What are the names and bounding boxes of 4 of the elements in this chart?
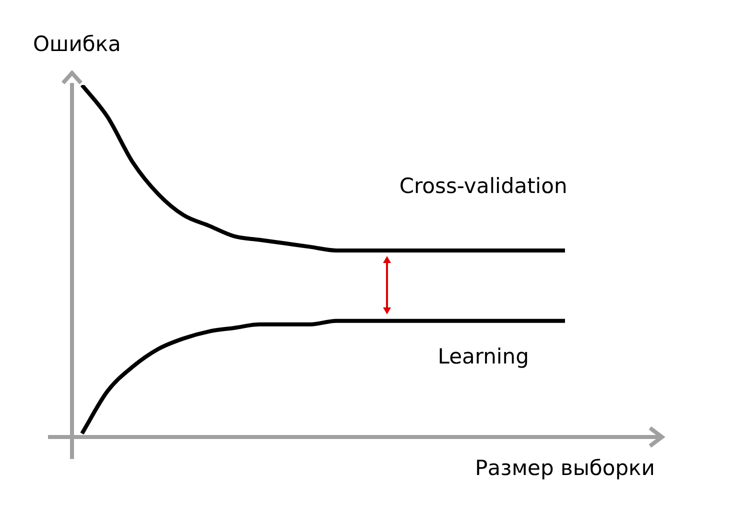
text: Cross-validation <box>399 174 568 198</box>
series-label: Learning <box>438 344 529 368</box>
x-axis-title: Размер выборки <box>475 456 655 480</box>
y-axis-title: Ошибка <box>33 32 121 56</box>
